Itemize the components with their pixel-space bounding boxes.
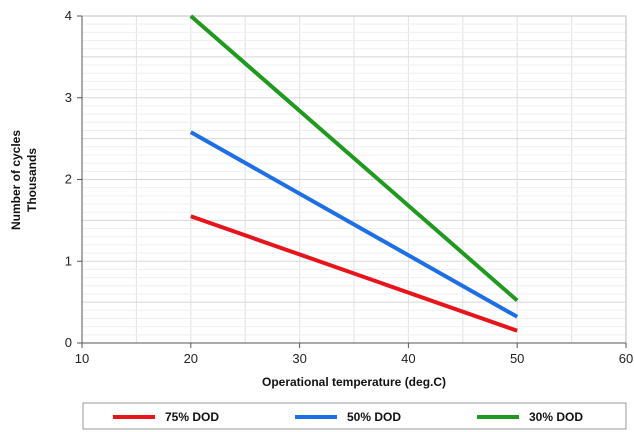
x-tick-label: 30 bbox=[292, 351, 306, 366]
y-tick-label: 1 bbox=[65, 253, 72, 268]
legend-box bbox=[82, 402, 627, 430]
legend: 75% DOD 50% DOD 30% DOD bbox=[113, 410, 583, 424]
grid bbox=[82, 16, 626, 343]
x-tick-label: 60 bbox=[619, 351, 633, 366]
series-lines bbox=[189, 14, 519, 333]
y-tick-label: 2 bbox=[65, 172, 72, 187]
y-tick-label: 4 bbox=[65, 8, 72, 23]
legend-label-1: 75% DOD bbox=[165, 410, 219, 424]
y-axis-title-line1: Number of cycles bbox=[9, 130, 23, 230]
legend-label-3: 30% DOD bbox=[529, 410, 583, 424]
y-tick-label: 3 bbox=[65, 90, 72, 105]
x-tick-label: 10 bbox=[75, 351, 89, 366]
axes: 0 1 2 3 4 10 20 30 40 50 60 bbox=[65, 8, 633, 366]
series-line-1 bbox=[190, 214, 518, 333]
x-axis-title: Operational temperature (deg.C) bbox=[262, 375, 446, 389]
y-axis-title-line2: Thousands bbox=[25, 148, 39, 212]
x-tick-label: 50 bbox=[510, 351, 524, 366]
series-line-3 bbox=[189, 14, 519, 303]
y-tick-label: 0 bbox=[65, 335, 72, 350]
legend-label-2: 50% DOD bbox=[347, 410, 401, 424]
x-tick-label: 40 bbox=[401, 351, 415, 366]
series-line-2 bbox=[189, 130, 519, 319]
x-tick-label: 20 bbox=[184, 351, 198, 366]
